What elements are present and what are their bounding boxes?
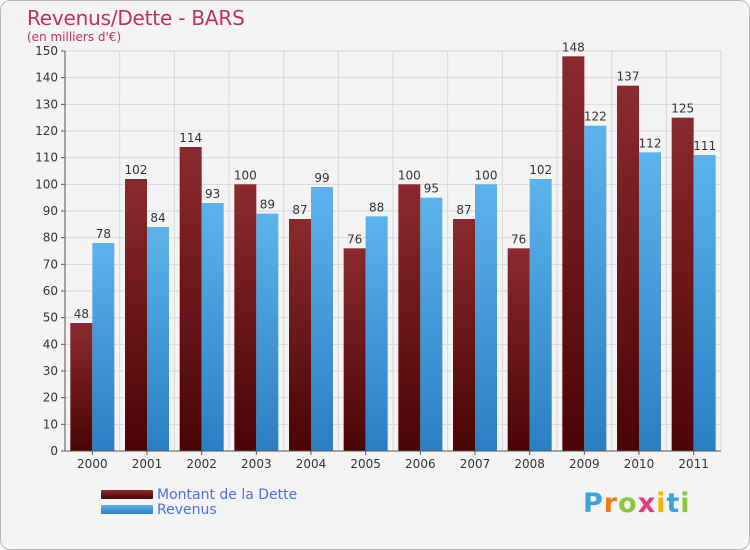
- y-tick-label: 90: [43, 204, 58, 218]
- data-label: 148: [562, 40, 585, 54]
- logo-letter: r: [603, 488, 619, 519]
- logo-letter: x: [637, 488, 657, 519]
- data-label: 122: [584, 110, 607, 124]
- data-label: 76: [347, 232, 362, 246]
- chart-subtitle: (en milliers d'€): [27, 30, 122, 44]
- y-tick-label: 140: [35, 71, 58, 85]
- legend-item-revenus: Revenus: [101, 501, 297, 518]
- data-label: 95: [424, 182, 439, 196]
- bar-revenus: [365, 216, 388, 451]
- bar-revenus: [201, 203, 224, 451]
- data-label: 137: [617, 70, 640, 84]
- y-tick-label: 50: [43, 311, 58, 325]
- x-tick-label: 2007: [460, 457, 491, 471]
- x-tick-label: 2003: [241, 457, 272, 471]
- y-tick-label: 0: [50, 444, 58, 458]
- bar-revenus: [475, 184, 497, 452]
- bar-dette: [125, 179, 147, 451]
- x-tick-label: 2011: [678, 457, 709, 471]
- bar-dette: [453, 219, 475, 451]
- legend: Montant de la Dette Revenus: [101, 486, 298, 518]
- data-label: 100: [398, 168, 421, 182]
- x-tick-label: 2001: [132, 457, 163, 471]
- x-tick-label: 2010: [624, 457, 655, 471]
- y-tick-label: 20: [43, 391, 58, 405]
- logo-letter: i: [656, 488, 667, 519]
- proxiti-logo: Proxiti: [583, 488, 691, 519]
- x-tick-label: 2005: [350, 457, 381, 471]
- bar-revenus: [92, 243, 115, 451]
- data-label: 99: [314, 171, 329, 185]
- bar-revenus: [639, 152, 661, 452]
- data-label: 114: [179, 131, 202, 145]
- logo-letter: o: [618, 488, 638, 519]
- y-tick-label: 110: [35, 151, 58, 165]
- data-label: 78: [96, 227, 111, 241]
- y-tick-label: 130: [35, 97, 58, 111]
- data-label: 88: [369, 200, 384, 214]
- y-tick-label: 10: [43, 417, 58, 431]
- legend-label-dette: Montant de la Dette: [157, 486, 298, 503]
- bar-dette: [562, 56, 585, 451]
- y-tick-label: 150: [35, 44, 58, 58]
- x-tick-label: 2006: [405, 457, 436, 471]
- logo-letter: i: [680, 488, 691, 519]
- bar-dette: [70, 323, 93, 451]
- data-label: 89: [260, 198, 275, 212]
- data-label: 102: [125, 163, 148, 177]
- legend-label-revenus: Revenus: [157, 501, 217, 518]
- chart-title: Revenus/Dette - BARS: [27, 6, 245, 30]
- logo-letter: t: [666, 488, 681, 519]
- x-tick-label: 2004: [296, 457, 327, 471]
- bar-dette: [234, 184, 257, 452]
- data-label: 100: [475, 168, 498, 182]
- bar-dette: [398, 184, 421, 452]
- bar-revenus: [420, 197, 443, 451]
- y-tick-label: 60: [43, 284, 58, 298]
- y-tick-label: 30: [43, 364, 58, 378]
- bar-revenus: [584, 125, 607, 452]
- legend-swatch-dette: [101, 490, 153, 499]
- x-tick-label: 2002: [186, 457, 217, 471]
- y-tick-label: 40: [43, 337, 58, 351]
- data-label: 93: [205, 187, 220, 201]
- data-label: 84: [150, 211, 165, 225]
- axes: 0 10 20 30 40 50 60 70 80 90 100 110 120 130 140 150 200…: [35, 44, 721, 471]
- y-tick-label: 120: [35, 124, 58, 138]
- legend-swatch-revenus: [101, 505, 153, 514]
- data-label: 111: [693, 139, 716, 153]
- data-label: 125: [671, 102, 694, 116]
- bar-dette: [289, 219, 311, 451]
- data-label: 100: [234, 168, 257, 182]
- data-label: 76: [511, 232, 526, 246]
- data-label: 87: [456, 203, 471, 217]
- data-label: 102: [529, 163, 552, 177]
- bar-dette: [343, 248, 366, 451]
- bar-revenus: [311, 187, 333, 451]
- bars: [70, 56, 716, 452]
- y-tick-label: 70: [43, 257, 58, 271]
- legend-item-dette: Montant de la Dette: [101, 486, 298, 503]
- bar-revenus: [256, 213, 279, 451]
- x-tick-label: 2000: [77, 457, 108, 471]
- y-tick-label: 80: [43, 231, 58, 245]
- data-label: 87: [292, 203, 307, 217]
- logo-letter: P: [583, 488, 604, 519]
- x-tick-label: 2009: [569, 457, 600, 471]
- bar-revenus: [529, 179, 552, 451]
- data-label: 112: [639, 136, 662, 150]
- y-tick-label: 100: [35, 177, 58, 191]
- x-tick-label: 2008: [514, 457, 545, 471]
- bar-revenus: [693, 155, 716, 451]
- bar-dette: [507, 248, 530, 451]
- bar-dette: [671, 117, 694, 452]
- bar-dette: [179, 147, 202, 451]
- bar-revenus: [147, 227, 169, 451]
- data-label: 48: [74, 307, 89, 321]
- bar-dette: [617, 85, 639, 452]
